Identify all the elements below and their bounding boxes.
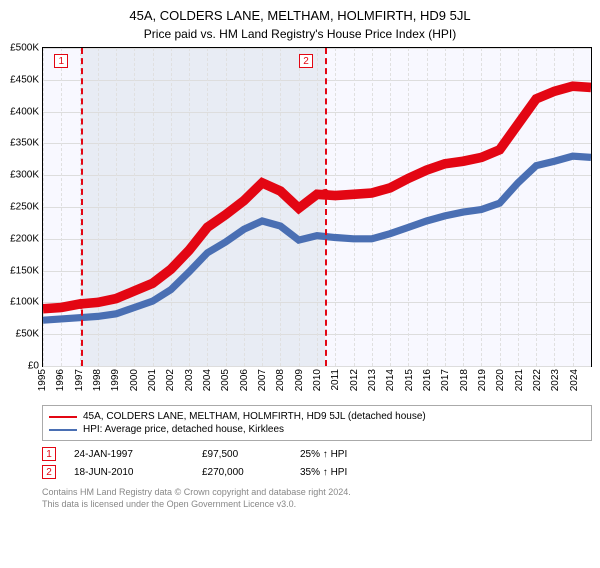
x-tick-label: 2021: [514, 369, 525, 391]
x-tick-label: 2008: [275, 369, 286, 391]
x-tick-label: 2004: [202, 369, 213, 391]
chart: £0£50K£100K£150K£200K£250K£300K£350K£400…: [42, 47, 592, 367]
y-tick-label: £150K: [10, 265, 39, 276]
x-tick-label: 2019: [477, 369, 488, 391]
y-tick-label: £500K: [10, 43, 39, 54]
y-tick-label: £250K: [10, 202, 39, 213]
x-tick-label: 2012: [349, 369, 360, 391]
x-tick-label: 2024: [569, 369, 580, 391]
marker-dot: [76, 299, 86, 309]
event-marker-icon: 2: [42, 465, 56, 479]
x-tick-label: 2003: [184, 369, 195, 391]
y-tick-label: £350K: [10, 138, 39, 149]
x-tick-label: 2005: [220, 369, 231, 391]
x-tick-label: 2006: [239, 369, 250, 391]
legend-swatch-icon: [49, 429, 77, 431]
event-price: £270,000: [202, 467, 282, 478]
event-row: 2 18-JUN-2010 £270,000 35% ↑ HPI: [42, 463, 592, 481]
x-tick-label: 2010: [312, 369, 323, 391]
marker-vline: [81, 48, 83, 366]
event-row: 1 24-JAN-1997 £97,500 25% ↑ HPI: [42, 445, 592, 463]
marker-box: 1: [54, 54, 68, 68]
x-tick-label: 1995: [37, 369, 48, 391]
x-axis-labels: 1995199619971998199920002001200220032004…: [42, 367, 592, 399]
event-marker-icon: 1: [42, 447, 56, 461]
legend-item: HPI: Average price, detached house, Kirk…: [49, 423, 585, 436]
page-subtitle: Price paid vs. HM Land Registry's House …: [0, 27, 600, 41]
x-tick-label: 2015: [404, 369, 415, 391]
x-tick-label: 2011: [330, 369, 341, 391]
page-title: 45A, COLDERS LANE, MELTHAM, HOLMFIRTH, H…: [0, 8, 600, 23]
x-tick-label: 1997: [74, 369, 85, 391]
x-tick-label: 2014: [385, 369, 396, 391]
y-tick-label: £300K: [10, 170, 39, 181]
x-tick-label: 2000: [129, 369, 140, 391]
y-tick-label: £200K: [10, 233, 39, 244]
x-tick-label: 2001: [147, 369, 158, 391]
event-date: 18-JUN-2010: [74, 467, 184, 478]
x-tick-label: 2016: [422, 369, 433, 391]
y-tick-label: £450K: [10, 74, 39, 85]
event-price: £97,500: [202, 449, 282, 460]
x-tick-label: 1998: [92, 369, 103, 391]
marker-vline: [325, 48, 327, 366]
legend: 45A, COLDERS LANE, MELTHAM, HOLMFIRTH, H…: [42, 405, 592, 441]
event-date: 24-JAN-1997: [74, 449, 184, 460]
x-tick-label: 2013: [367, 369, 378, 391]
marker-box: 2: [299, 54, 313, 68]
event-delta: 35% ↑ HPI: [300, 467, 347, 478]
legend-item: 45A, COLDERS LANE, MELTHAM, HOLMFIRTH, H…: [49, 410, 585, 423]
marker-dot: [320, 189, 330, 199]
x-tick-label: 1999: [110, 369, 121, 391]
legend-swatch-icon: [49, 416, 77, 418]
chart-lines: [43, 48, 591, 366]
x-tick-label: 1996: [55, 369, 66, 391]
x-tick-label: 2009: [294, 369, 305, 391]
x-tick-label: 2007: [257, 369, 268, 391]
legend-label: HPI: Average price, detached house, Kirk…: [83, 424, 284, 435]
x-tick-label: 2018: [459, 369, 470, 391]
y-tick-label: £50K: [16, 329, 39, 340]
x-tick-label: 2017: [440, 369, 451, 391]
y-tick-label: £400K: [10, 106, 39, 117]
x-tick-label: 2020: [495, 369, 506, 391]
x-tick-label: 2002: [165, 369, 176, 391]
x-tick-label: 2022: [532, 369, 543, 391]
event-list: 1 24-JAN-1997 £97,500 25% ↑ HPI 2 18-JUN…: [42, 445, 592, 481]
y-tick-label: £100K: [10, 297, 39, 308]
credit-text: Contains HM Land Registry data © Crown c…: [42, 487, 592, 510]
event-delta: 25% ↑ HPI: [300, 449, 347, 460]
x-tick-label: 2023: [550, 369, 561, 391]
legend-label: 45A, COLDERS LANE, MELTHAM, HOLMFIRTH, H…: [83, 411, 426, 422]
